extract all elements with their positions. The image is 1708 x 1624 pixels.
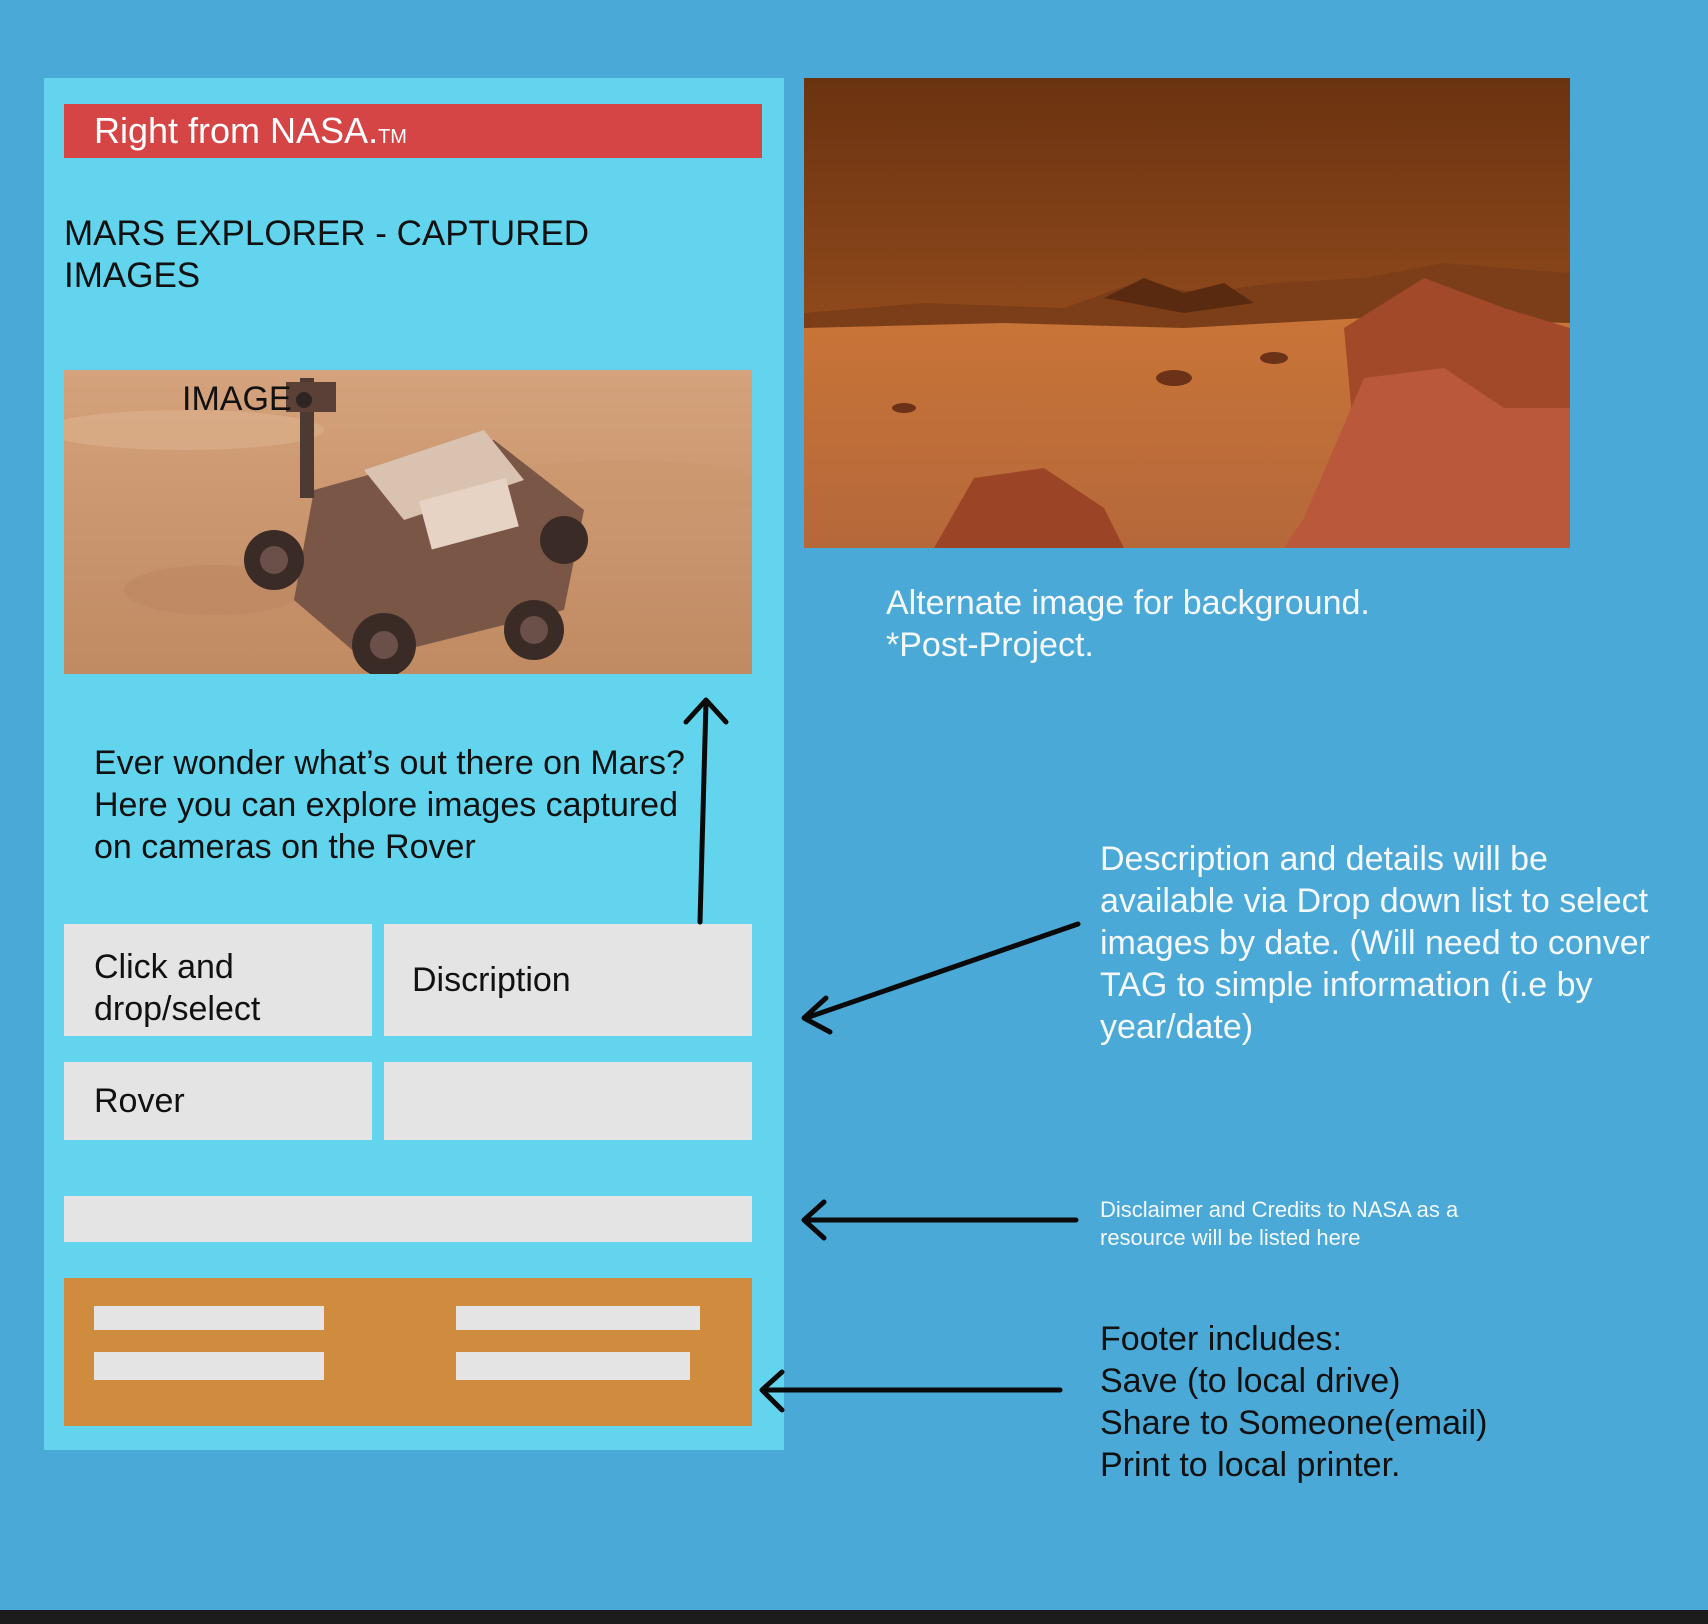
trademark-label: TM xyxy=(378,126,407,148)
footer-note-item: Print to local printer. xyxy=(1100,1446,1401,1484)
disclaimer-placeholder-bar xyxy=(64,1196,752,1242)
disclaimer-note: Disclaimer and Credits to NASA as a reso… xyxy=(1100,1197,1459,1250)
arrow-to-disclaimer xyxy=(801,1199,1079,1241)
click-drop-select-label: Click and drop/select xyxy=(94,948,261,1028)
footer-note-item: Save (to local drive) xyxy=(1100,1362,1401,1400)
footer-share-bar[interactable] xyxy=(94,1352,324,1380)
description-box-label: Discription xyxy=(412,961,571,999)
page-title: MARS EXPLORER - CAPTURED IMAGES xyxy=(64,214,590,295)
empty-box[interactable] xyxy=(384,1062,752,1140)
footer-note-item: Share to Someone(email) xyxy=(1100,1404,1488,1442)
description-note: Description and details will be availabl… xyxy=(1100,840,1650,1046)
banner-text: Right from NASA.TM xyxy=(94,104,407,158)
nasa-banner xyxy=(64,104,762,158)
footer-save-bar[interactable] xyxy=(94,1306,324,1330)
alternate-background-image xyxy=(804,78,1570,548)
image-placeholder-label: IMAGE xyxy=(182,380,292,418)
footer xyxy=(64,1278,752,1426)
description-box[interactable]: Discription xyxy=(384,924,752,1036)
arrow-to-footer xyxy=(759,1369,1063,1413)
banner-label: Right from NASA. xyxy=(94,110,379,151)
arrow-to-description xyxy=(801,921,1081,1035)
intro-text: Ever wonder what’s out there on Mars? He… xyxy=(94,744,685,866)
rover-box[interactable]: Rover xyxy=(64,1062,372,1140)
rover-box-label: Rover xyxy=(94,1082,185,1120)
click-drop-select-box[interactable]: Click and drop/select xyxy=(64,924,372,1036)
footer-note: Footer includes: Save (to local drive) S… xyxy=(1100,1318,1660,1486)
footer-note-title: Footer includes: xyxy=(1100,1320,1342,1358)
bottom-edge-bar xyxy=(0,1610,1708,1624)
footer-extra-bar[interactable] xyxy=(456,1352,690,1380)
footer-print-bar[interactable] xyxy=(456,1306,700,1330)
rover-image xyxy=(64,370,752,674)
alternate-image-note: Alternate image for background. *Post-Pr… xyxy=(886,584,1370,664)
